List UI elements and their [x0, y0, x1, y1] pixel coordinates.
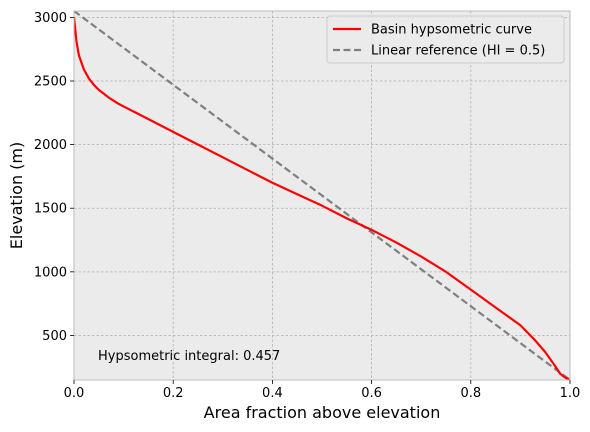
x-tick-label: 0.8 — [460, 386, 481, 401]
y-tick-label: 2500 — [34, 74, 67, 89]
y-tick-label: 1500 — [34, 202, 67, 217]
series-layer — [74, 11, 570, 380]
legend: Basin hypsometric curve Linear reference… — [326, 15, 565, 64]
y-tick-label: 500 — [42, 329, 67, 344]
x-tick-label: 1.0 — [560, 386, 581, 401]
plot-frame — [73, 10, 571, 381]
legend-label-linear-reference: Linear reference (HI = 0.5) — [371, 44, 545, 59]
series-line-linear-reference — [74, 11, 570, 380]
series-line-basin-curve — [74, 17, 570, 380]
x-axis-ticks: 0.0 0.2 0.4 0.6 0.8 1.0 — [64, 380, 581, 401]
y-axis-ticks: 500 1000 1500 2000 2500 3000 — [34, 11, 74, 344]
x-tick-label: 0.0 — [64, 386, 85, 401]
legend-box — [326, 15, 565, 64]
x-tick-label: 0.6 — [361, 386, 382, 401]
hypsometric-integral-annotation: Hypsometric integral: 0.457 — [98, 349, 280, 364]
y-tick-label: 3000 — [34, 11, 67, 26]
y-tick-label: 2000 — [34, 138, 67, 153]
y-tick-label: 1000 — [34, 265, 67, 280]
x-tick-label: 0.4 — [262, 386, 283, 401]
legend-label-basin-curve: Basin hypsometric curve — [371, 23, 532, 38]
y-axis-title: Elevation (m) — [7, 142, 26, 249]
x-axis-title: Area fraction above elevation — [204, 403, 441, 422]
x-tick-label: 0.2 — [163, 386, 184, 401]
